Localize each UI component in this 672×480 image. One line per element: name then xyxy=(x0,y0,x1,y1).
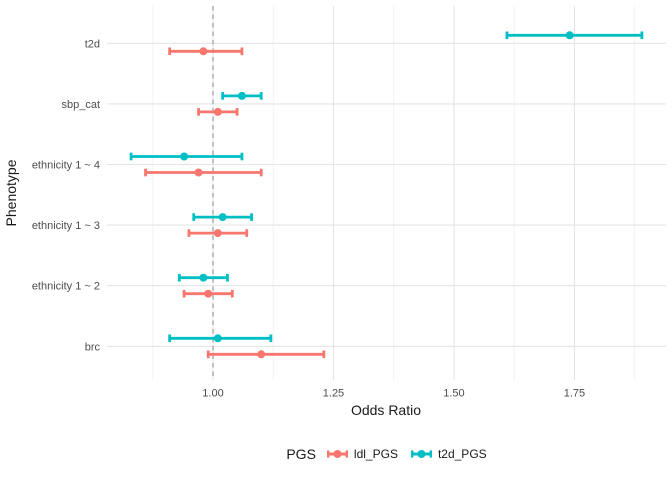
pointrange-layer xyxy=(129,31,644,359)
y-tick-label: ethnicity 1 ~ 2 xyxy=(32,281,100,293)
x-tick-label: 1.00 xyxy=(202,388,223,400)
y-axis-title: Phenotype xyxy=(3,159,19,226)
point-estimate xyxy=(204,289,213,298)
point-estimate xyxy=(237,91,246,100)
point-estimate xyxy=(180,152,189,161)
legend: PGS ldl_PGS t2d_PGS xyxy=(107,444,666,464)
point-estimate xyxy=(213,334,222,343)
x-tick-label: 1.25 xyxy=(323,388,344,400)
x-tick-label: 1.75 xyxy=(564,388,585,400)
point-estimate xyxy=(213,229,222,238)
legend-label: t2d_PGS xyxy=(437,447,487,461)
point-estimate xyxy=(257,350,266,359)
point-estimate xyxy=(199,273,208,282)
y-tick-label: sbp_cat xyxy=(61,99,100,111)
point-estimate xyxy=(218,213,227,222)
legend-item-t2d-pgs: t2d_PGS xyxy=(410,447,487,461)
pointrange-key-icon xyxy=(326,450,348,458)
legend-label: ldl_PGS xyxy=(353,447,398,461)
axis-labels-layer: 1.00 1.25 1.50 1.75 t2d sbp_cat ethnicity 1 ~ … xyxy=(32,38,585,399)
legend-item-ldl-pgs: ldl_PGS xyxy=(326,447,398,461)
y-tick-label: brc xyxy=(85,341,101,353)
x-axis-title: Odds Ratio xyxy=(351,402,421,418)
point-estimate xyxy=(199,47,208,56)
pointrange-key-icon xyxy=(410,450,432,458)
point-estimate xyxy=(194,168,203,177)
y-tick-label: t2d xyxy=(85,38,100,50)
grid-layer xyxy=(107,6,666,380)
legend-title: PGS xyxy=(286,446,316,462)
point-estimate xyxy=(565,31,574,40)
point-estimate xyxy=(213,107,222,116)
y-tick-label: ethnicity 1 ~ 3 xyxy=(32,220,100,232)
y-tick-label: ethnicity 1 ~ 4 xyxy=(32,160,100,172)
x-tick-label: 1.50 xyxy=(443,388,464,400)
